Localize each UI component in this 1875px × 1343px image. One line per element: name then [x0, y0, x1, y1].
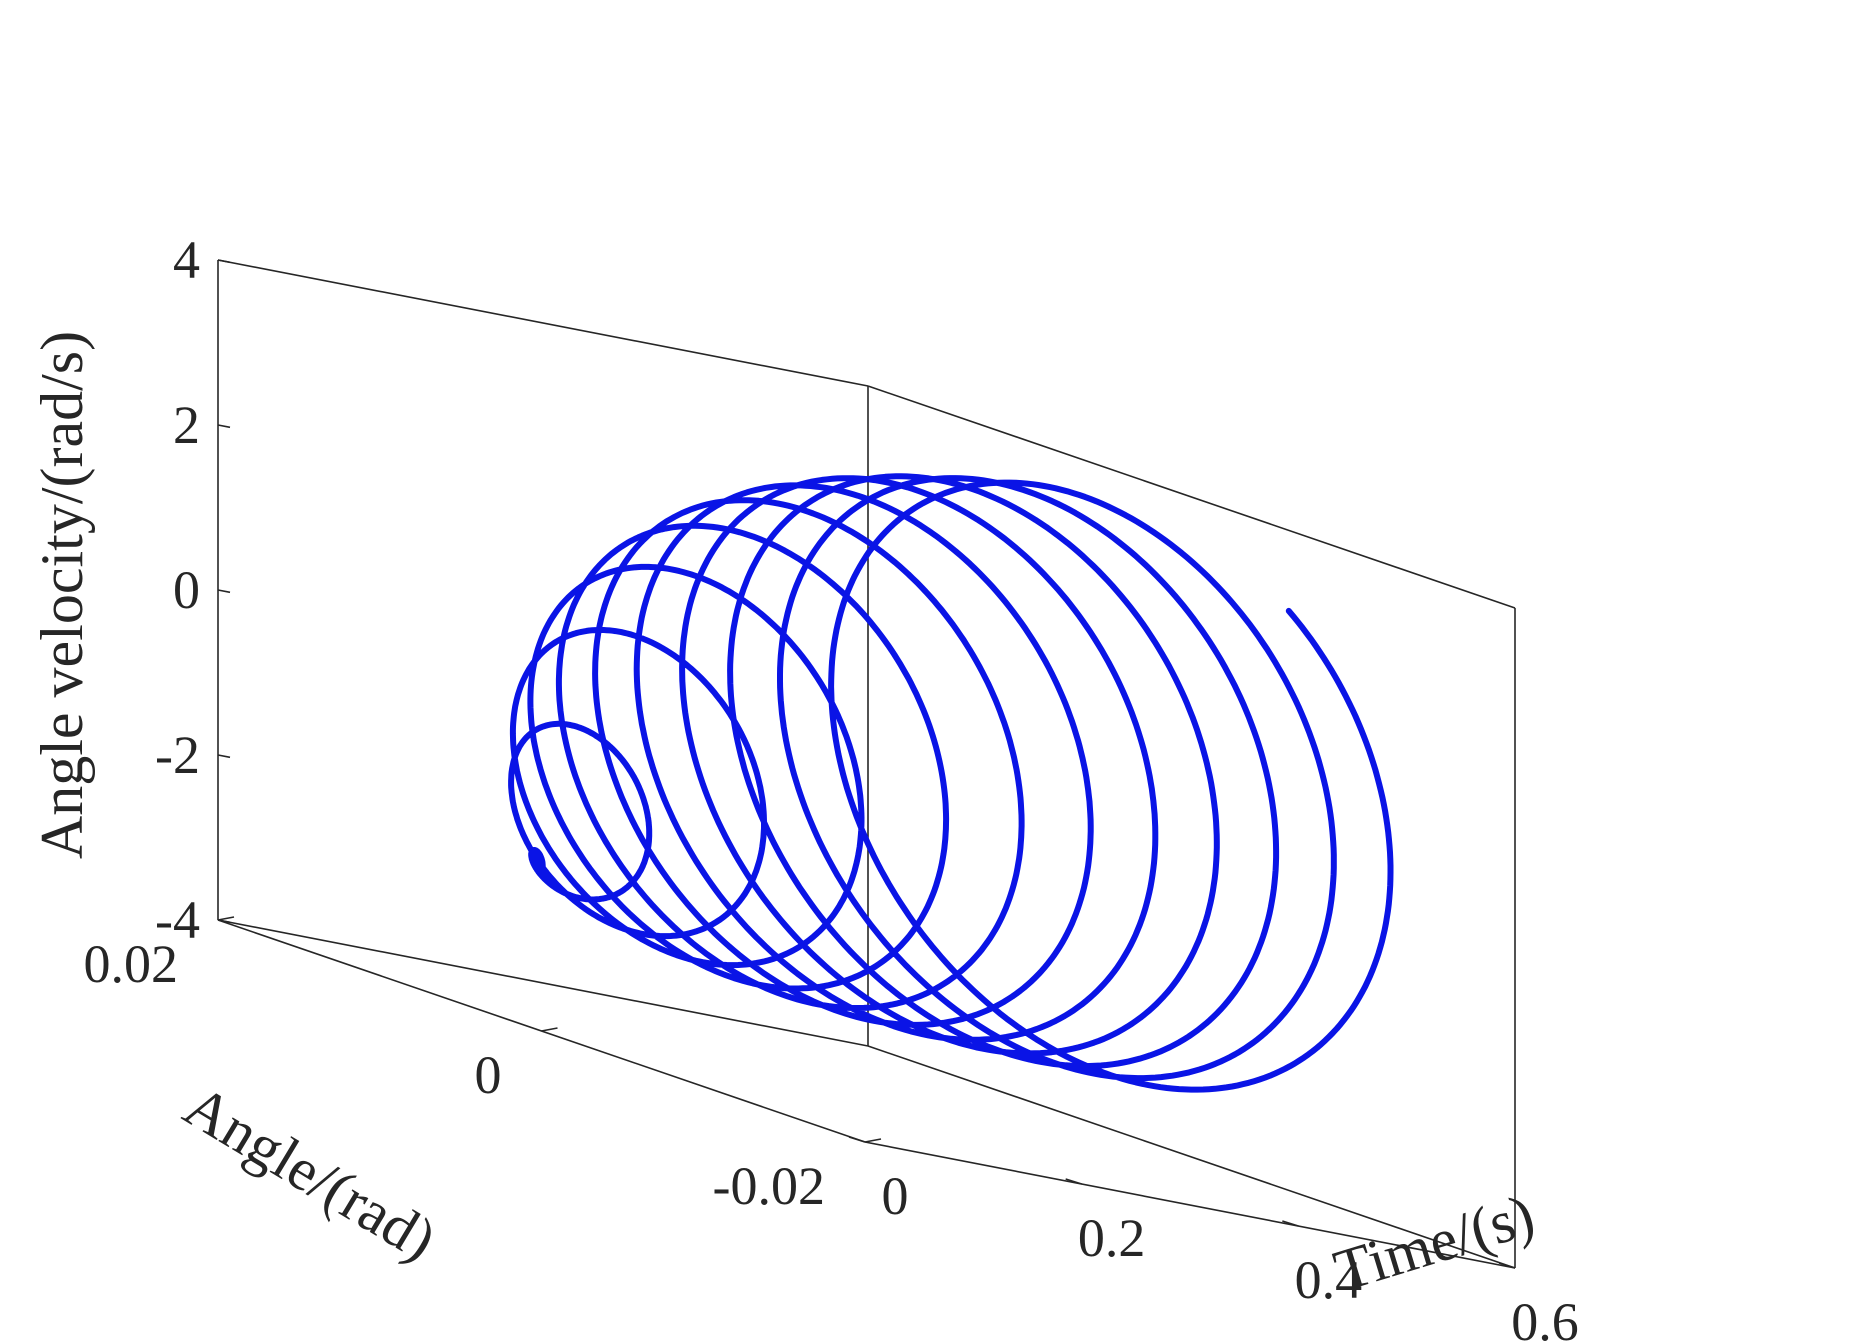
z-tick-label: 4 [173, 230, 200, 290]
x-tick-label: 0.2 [1078, 1208, 1146, 1268]
y-tick-label: 0 [475, 1045, 502, 1105]
z-axis-label: Angle velocity/(rad/s) [29, 331, 95, 859]
z-tick-mark [217, 754, 231, 759]
y-tick-mark [541, 1027, 558, 1032]
x-tick-mark [848, 1136, 866, 1143]
z-tick-label: 2 [173, 395, 200, 455]
trajectory-line [508, 473, 1394, 1093]
axes-box [217, 259, 1516, 1269]
x-tick-label: 0.6 [1511, 1292, 1579, 1343]
box-edge [864, 1141, 1516, 1269]
z-tick-label: -2 [155, 725, 200, 785]
box-edge [867, 385, 1516, 609]
x-tick-mark [1065, 1178, 1082, 1185]
box-edge [867, 1045, 1516, 1269]
box-edge [217, 259, 869, 387]
x-tick-mark [1282, 1220, 1299, 1227]
axis-ticks: 4 2 0 -2 -40.02 0 -0.02 0 0.2 0.4 0.6 [84, 230, 1579, 1343]
x-tick-mark [1498, 1262, 1516, 1269]
y-tick-mark [864, 1138, 882, 1143]
z-tick-label: -4 [155, 890, 200, 950]
z-tick-mark [217, 259, 231, 264]
x-axis-label: Time/(s) [1327, 1181, 1542, 1304]
series-layer [508, 473, 1394, 1093]
y-tick-label: 0.02 [84, 934, 179, 994]
x-tick-label: 0.4 [1295, 1250, 1363, 1310]
z-tick-mark [217, 424, 231, 429]
x-tick-label: 0 [882, 1166, 909, 1226]
y-axis-label: Angle/(rad) [173, 1072, 447, 1273]
box-edge [217, 919, 869, 1047]
z-tick-label: 0 [173, 560, 200, 620]
y-tick-label: -0.02 [713, 1156, 825, 1216]
z-tick-mark [217, 589, 231, 594]
y-tick-mark [217, 916, 235, 921]
